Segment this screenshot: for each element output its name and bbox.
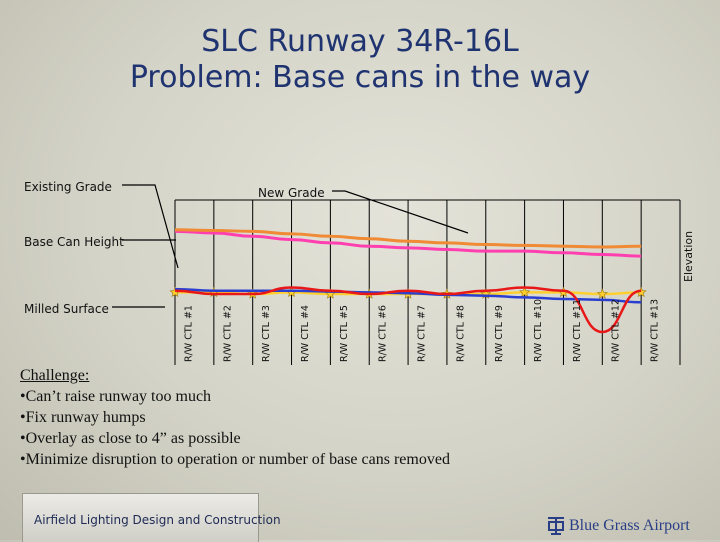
challenge-heading: Challenge: <box>20 367 90 384</box>
series-line-3 <box>174 287 642 304</box>
base-can-marker <box>596 288 608 299</box>
x-tick-label: R/W CTL #1 <box>183 305 194 362</box>
series-line-1 <box>174 228 642 249</box>
airplane-logo-icon <box>548 517 564 535</box>
x-tick-label: R/W CTL #2 <box>222 305 233 362</box>
x-tick-label: R/W CTL #13 <box>650 299 661 362</box>
x-tick-label: R/W CTL #9 <box>494 305 505 362</box>
airport-logo: Blue Grass Airport <box>545 512 695 538</box>
base-can-height-label: Base Can Height <box>24 235 124 249</box>
milled-surface-label: Milled Surface <box>24 302 109 316</box>
x-tick-label: R/W CTL #8 <box>455 305 466 362</box>
x-tick-label: R/W CTL #4 <box>300 305 311 362</box>
new-grade-callout <box>332 190 469 234</box>
slide-title: SLC Runway 34R-16L Problem: Base cans in… <box>0 24 720 96</box>
x-tick-label: R/W CTL #3 <box>261 305 272 362</box>
footer-bar <box>22 493 259 542</box>
challenge-bullet: •Overlay as close to 4” as possible <box>20 430 241 447</box>
x-tick-label: R/W CTL #12 <box>611 299 622 362</box>
x-tick-label: R/W CTL #5 <box>339 305 350 362</box>
x-tick-label: R/W CTL #11 <box>572 299 583 362</box>
challenge-bullet: •Can’t raise runway too much <box>20 388 212 405</box>
title-line-1: SLC Runway 34R-16L <box>201 24 519 59</box>
new-grade-label: New Grade <box>258 186 325 200</box>
challenge-bullet: •Fix runway humps <box>20 409 146 426</box>
x-tick-label: R/W CTL #7 <box>417 305 428 362</box>
series-line-4 <box>174 286 642 334</box>
title-line-2: Problem: Base cans in the way <box>129 60 591 95</box>
logo-text: Blue Grass Airport <box>569 517 690 534</box>
y-axis-label: Elevation <box>682 231 695 282</box>
x-tick-label: R/W CTL #6 <box>378 305 389 362</box>
x-tick-label: R/W CTL #10 <box>533 299 544 362</box>
footer-text: Airfield Lighting Design and Constructio… <box>34 513 281 527</box>
existing-grade-callout <box>122 184 179 269</box>
series-line-0 <box>174 229 642 258</box>
existing-grade-label: Existing Grade <box>24 180 112 194</box>
base-can-marker <box>519 286 531 298</box>
challenge-block: Challenge: •Can’t raise runway too much … <box>20 365 450 470</box>
challenge-bullet: •Minimize disruption to operation or num… <box>20 451 450 468</box>
